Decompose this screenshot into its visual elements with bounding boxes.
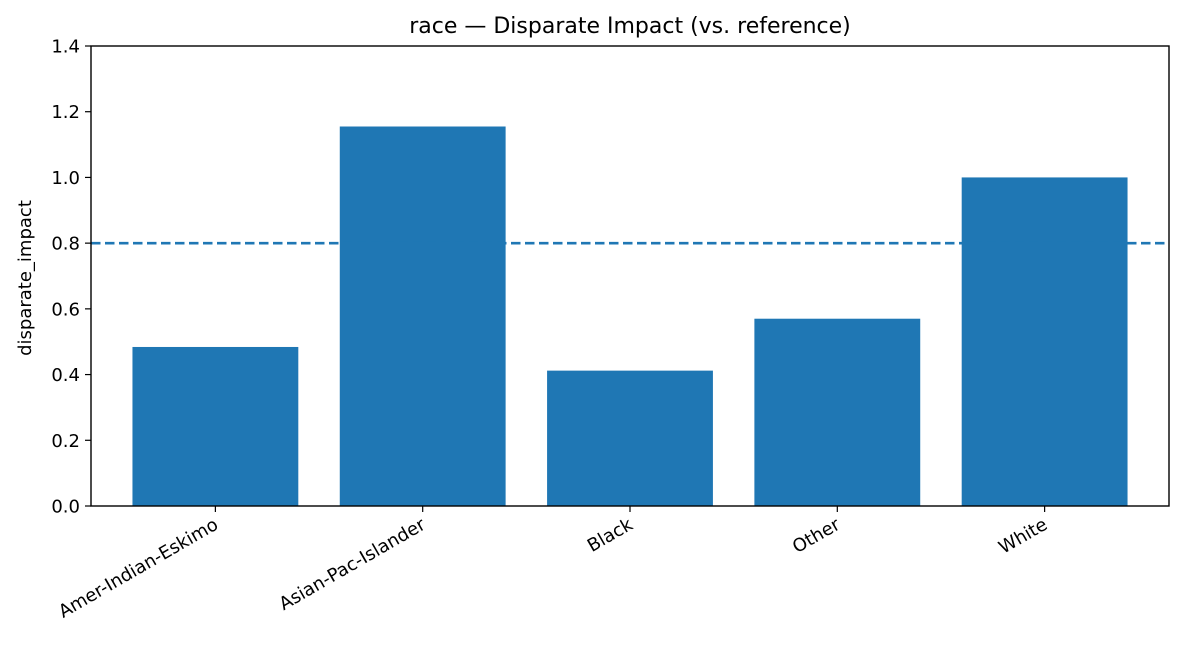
y-tick-label: 0.8 (51, 234, 80, 255)
y-tick-label: 1.4 (51, 37, 80, 58)
y-tick-label: 0.2 (51, 431, 80, 452)
x-tick-label: Asian-Pac-Islander (276, 514, 430, 615)
x-tick-label: Black (584, 514, 637, 557)
x-tick-label: Other (789, 514, 844, 558)
y-tick-label: 0.0 (51, 497, 80, 518)
bar-amer-indian-eskimo (132, 346, 299, 506)
chart-title: race — Disparate Impact (vs. reference) (409, 14, 851, 39)
bar-black (547, 370, 713, 506)
bar-other (754, 318, 921, 506)
y-tick-label: 0.4 (51, 365, 80, 386)
y-axis-ticks: 0.0 0.2 0.4 0.6 0.8 1.0 1.2 1.4 (51, 37, 91, 518)
x-axis-ticks: Amer-Indian-Eskimo Asian-Pac-Islander Blac… (55, 506, 1051, 623)
x-tick-label: White (995, 514, 1051, 558)
y-tick-label: 1.0 (51, 168, 80, 189)
bar-white (961, 177, 1128, 506)
bar-asian-pac-islander (339, 126, 506, 506)
y-tick-label: 0.6 (51, 299, 80, 320)
y-tick-label: 1.2 (51, 102, 80, 123)
x-tick-label: Amer-Indian-Eskimo (55, 514, 222, 622)
bars-layer (132, 126, 1128, 506)
y-axis-label: disparate_impact (15, 200, 36, 356)
